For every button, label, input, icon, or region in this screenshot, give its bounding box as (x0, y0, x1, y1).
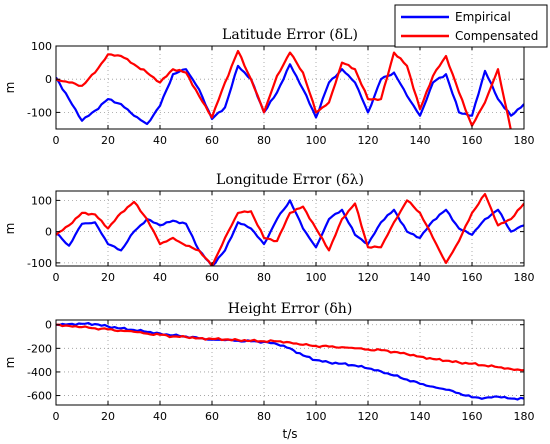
xtick-label-longitude: 40 (153, 271, 167, 284)
xlabel-height: t/s (283, 427, 298, 441)
ytick-label-latitude: -100 (27, 106, 52, 119)
xtick-label-longitude: 60 (205, 271, 219, 284)
xtick-label-longitude: 180 (514, 271, 535, 284)
xtick-label-latitude: 60 (205, 134, 219, 147)
series-empirical-longitude (56, 199, 524, 266)
xtick-label-height: 20 (101, 410, 115, 423)
series-empirical-height (56, 322, 524, 401)
legend: Empirical Compensated (394, 4, 548, 48)
subplot-height: 0 20 40 60 80 100 120 140 160 180 0 -200 -400 -600 Hei… (3, 301, 535, 441)
subplot-longitude: 0 20 40 60 80 100 120 140 160 1801000-100Longitud… (3, 172, 535, 284)
xtick-label-longitude: 140 (410, 271, 431, 284)
series-compensated-height (56, 323, 524, 372)
axes-height (55, 319, 525, 406)
xtick-label-latitude: 80 (257, 134, 271, 147)
xtick-label-latitude: 20 (101, 134, 115, 147)
ytick-label-height: 0 (45, 319, 52, 332)
xtick-label-height: 140 (410, 410, 431, 423)
subplot-latitude: 0 20 40 60 80 100 120 140 160 180 100 0 -100 Latitude… (3, 27, 535, 147)
xtick-label-height: 180 (514, 410, 535, 423)
axes-longitude (55, 190, 525, 267)
ylabel-latitude: m (3, 82, 17, 94)
title-height: Height Error (δh) (228, 301, 353, 317)
xtick-label-height: 80 (257, 410, 271, 423)
legend-label-compensated: Compensated (455, 29, 538, 43)
ytick-label-height: -600 (27, 390, 52, 403)
series-empirical-latitude (56, 63, 524, 126)
title-longitude: Longitude Error (δλ) (216, 172, 364, 188)
ytick-label-height: -400 (27, 366, 52, 379)
ytick-label-longitude: 100 (31, 194, 52, 207)
xtick-label-height: 40 (153, 410, 167, 423)
xtick-label-height: 160 (462, 410, 483, 423)
subplots: 0 20 40 60 80 100 120 140 160 1801000-100Latitude… (3, 27, 535, 441)
xtick-label-longitude: 160 (462, 271, 483, 284)
axes-latitude (55, 45, 525, 130)
ytick-label-longitude: -100 (27, 257, 52, 270)
series-compensated-longitude (56, 193, 524, 266)
xtick-label-longitude: 100 (306, 271, 327, 284)
ytick-label-height: -200 (27, 342, 52, 355)
title-latitude: Latitude Error (δL) (222, 27, 358, 43)
xtick-label-latitude: 180 (514, 134, 535, 147)
xtick-label-longitude: 20 (101, 271, 115, 284)
xtick-label-height: 100 (306, 410, 327, 423)
xtick-label-latitude: 140 (410, 134, 431, 147)
legend-label-empirical: Empirical (455, 10, 511, 24)
xtick-label-height: 120 (358, 410, 379, 423)
series-compensated-latitude (56, 49, 512, 129)
ytick-label-longitude: 0 (45, 226, 52, 239)
xtick-label-latitude: 100 (306, 134, 327, 147)
ytick-label-latitude: 100 (31, 40, 52, 53)
xtick-label-latitude: 120 (358, 134, 379, 147)
xtick-label-latitude: 160 (462, 134, 483, 147)
ytick-label-latitude: 0 (45, 73, 52, 86)
xtick-label-longitude: 80 (257, 271, 271, 284)
ylabel-height: m (3, 357, 17, 369)
xtick-label-latitude: 0 (53, 134, 60, 147)
xtick-label-height: 0 (53, 410, 60, 423)
xtick-label-longitude: 0 (53, 271, 60, 284)
ylabel-longitude: m (3, 223, 17, 235)
xtick-label-height: 60 (205, 410, 219, 423)
xtick-label-longitude: 120 (358, 271, 379, 284)
xtick-label-latitude: 40 (153, 134, 167, 147)
legend-box (394, 4, 548, 48)
